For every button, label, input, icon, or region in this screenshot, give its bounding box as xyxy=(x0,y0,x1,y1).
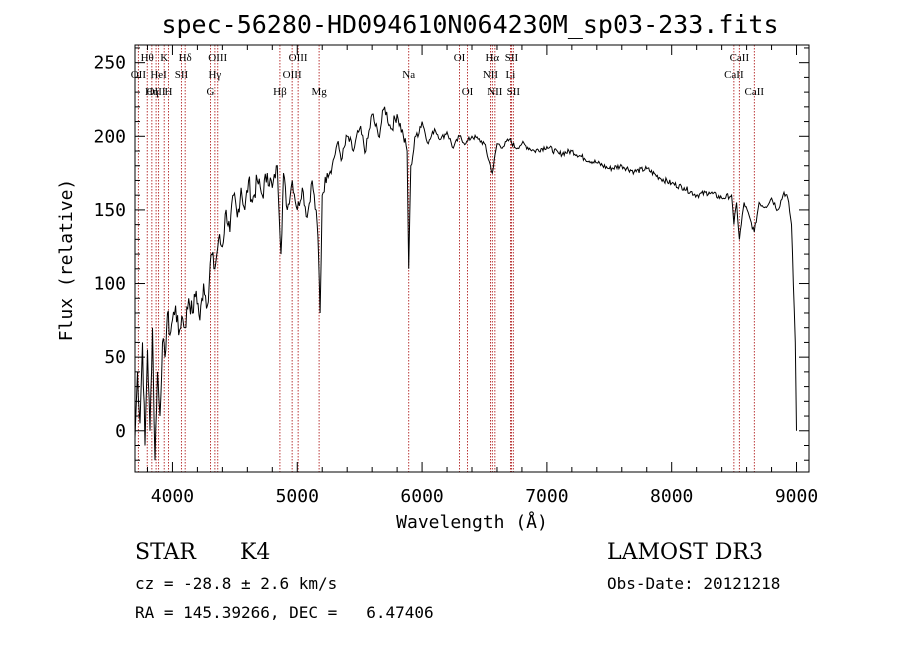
line-marker-label: Hδ xyxy=(179,52,192,64)
y-axis-label: Flux (relative) xyxy=(56,179,77,342)
y-axis: 0 50 100 150 200 250 xyxy=(93,47,809,461)
line-marker-label: OI xyxy=(454,52,466,64)
subclass-label: K4 xyxy=(240,540,271,565)
x-tick-label: 7000 xyxy=(525,486,568,507)
x-tick-label: 9000 xyxy=(775,486,818,507)
spectrum-series xyxy=(134,106,797,461)
class-label: STAR xyxy=(135,540,196,565)
y-tick-label: 200 xyxy=(93,126,126,147)
line-marker-label: CaII xyxy=(730,52,750,64)
line-marker-label: CaII xyxy=(724,69,744,81)
line-marker-label: OII xyxy=(131,69,147,81)
line-marker-label: G xyxy=(207,86,215,98)
line-marker-label: Hγ xyxy=(208,69,221,81)
line-marker-label: OIII xyxy=(208,52,227,64)
line-marker-label: K xyxy=(160,52,168,64)
line-marker-label: OIII xyxy=(283,69,302,81)
line-marker-label: Mg xyxy=(311,86,327,98)
line-marker-label: Hθ xyxy=(141,52,154,64)
chart-title: spec-56280-HD094610N064230M_sp03-233.fit… xyxy=(161,10,778,39)
y-tick-label: 250 xyxy=(93,53,126,74)
redshift-text: cz = -28.8 ± 2.6 km/s xyxy=(135,574,338,593)
line-marker-label: OIII xyxy=(289,52,308,64)
y-tick-label: 150 xyxy=(93,200,126,221)
x-axis-label: Wavelength (Å) xyxy=(396,511,548,533)
plot-frame xyxy=(134,44,810,473)
line-marker-label: SII xyxy=(175,69,189,81)
line-marker-label: Hβ xyxy=(273,86,287,98)
line-marker-label: HeI xyxy=(150,69,167,81)
line-marker-label: NII xyxy=(487,86,503,98)
y-tick-label: 100 xyxy=(93,274,126,295)
line-marker-label: Hα xyxy=(485,52,499,64)
line-marker-label: OI xyxy=(462,86,474,98)
line-markers xyxy=(137,45,755,472)
y-tick-label: 0 xyxy=(115,421,126,442)
obs-date-text: Obs-Date: 20121218 xyxy=(607,574,781,593)
line-marker-label: Li xyxy=(506,69,516,81)
line-marker-label: Hη xyxy=(145,86,159,98)
x-tick-label: 5000 xyxy=(276,486,319,507)
y-tick-label: 50 xyxy=(104,347,126,368)
survey-label: LAMOST DR3 xyxy=(607,540,763,565)
coords-text: RA = 145.39266, DEC = 6.47406 xyxy=(135,603,434,622)
line-marker-label: SII xyxy=(507,86,521,98)
x-tick-label: 8000 xyxy=(650,486,693,507)
line-marker-label: SII xyxy=(505,52,519,64)
line-marker-label: CaII xyxy=(745,86,765,98)
line-marker-label: OIII xyxy=(147,86,166,98)
line-marker-label: H xyxy=(164,86,172,98)
x-tick-label: 6000 xyxy=(400,486,443,507)
x-tick-label: 4000 xyxy=(151,486,194,507)
line-marker-label: NII xyxy=(483,69,499,81)
line-marker-label: Na xyxy=(402,69,415,81)
x-axis: 4000 5000 6000 7000 8000 9000 xyxy=(146,45,818,507)
